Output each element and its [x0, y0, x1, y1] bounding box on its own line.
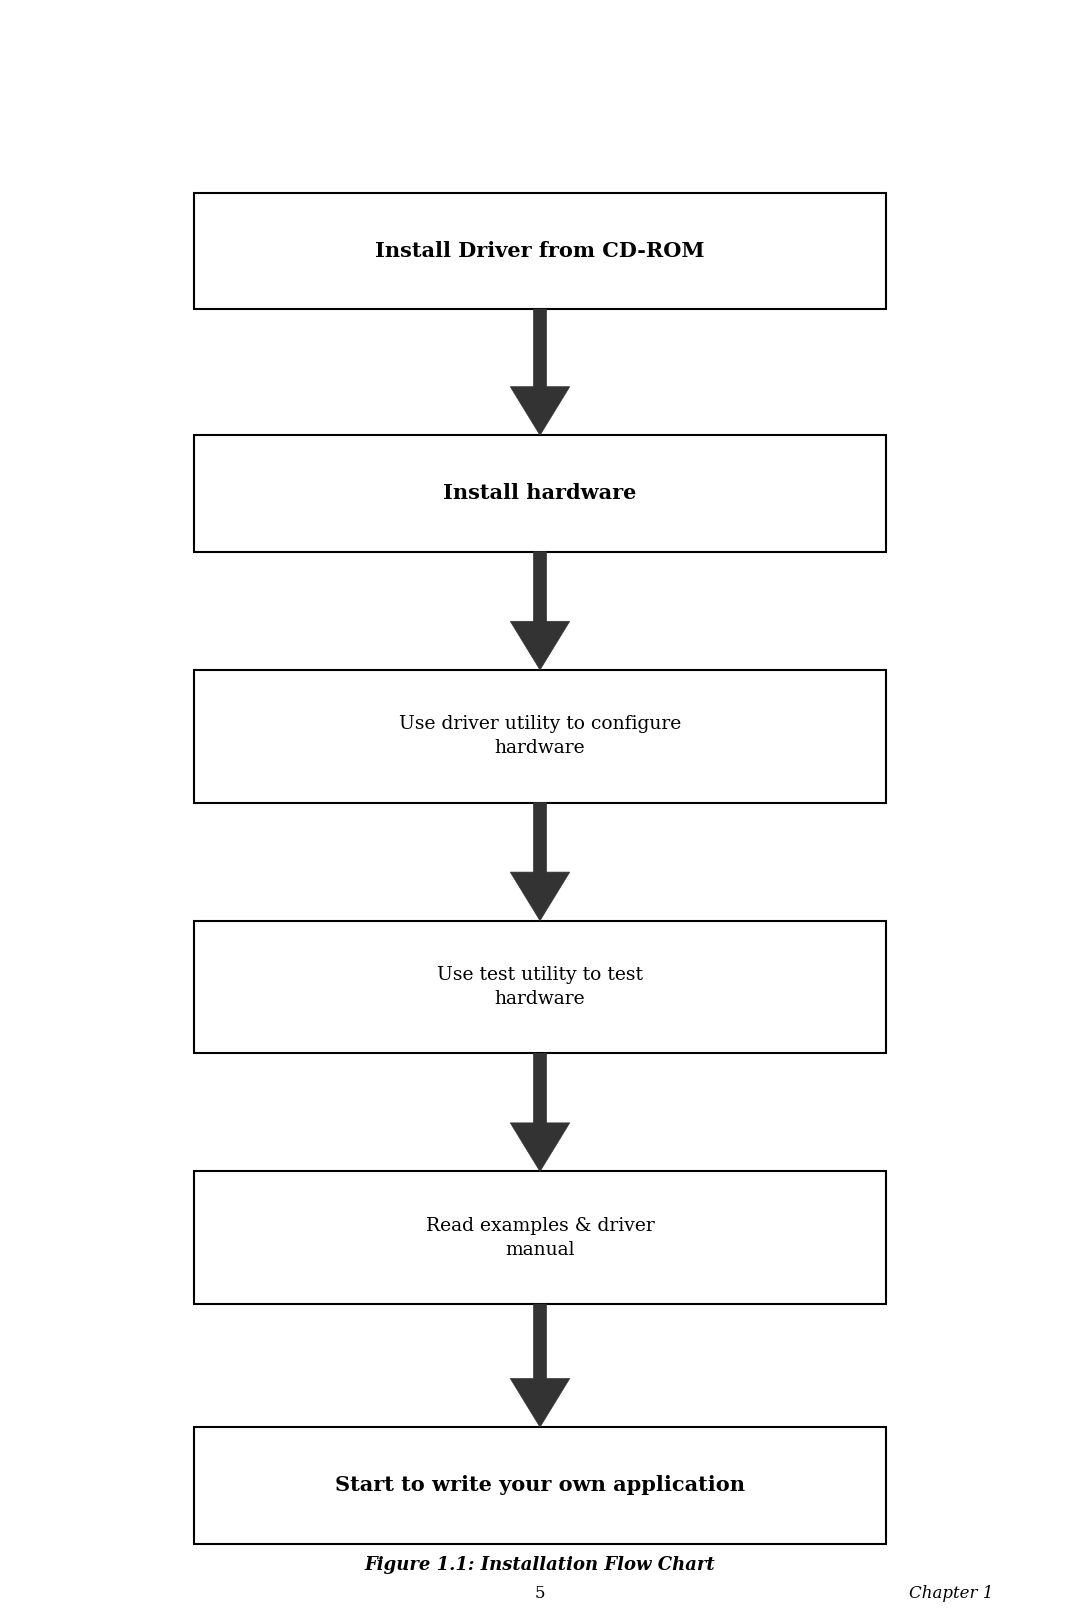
Polygon shape	[510, 803, 570, 921]
Bar	[194, 193, 886, 309]
Text: Read examples & driver
manual: Read examples & driver manual	[426, 1217, 654, 1259]
Polygon shape	[510, 309, 570, 435]
Bar	[194, 435, 886, 552]
Text: Start to write your own application: Start to write your own application	[335, 1476, 745, 1495]
Bar	[194, 921, 886, 1053]
Bar	[194, 1427, 886, 1544]
Polygon shape	[510, 1304, 570, 1427]
Text: Install hardware: Install hardware	[443, 484, 637, 503]
Bar	[194, 670, 886, 803]
Text: Use test utility to test
hardware: Use test utility to test hardware	[437, 966, 643, 1008]
Text: Figure 1.1: Installation Flow Chart: Figure 1.1: Installation Flow Chart	[365, 1555, 715, 1574]
Text: Install Driver from CD-ROM: Install Driver from CD-ROM	[375, 241, 705, 260]
Text: Use driver utility to configure
hardware: Use driver utility to configure hardware	[399, 715, 681, 757]
Polygon shape	[510, 552, 570, 670]
Bar	[194, 1171, 886, 1304]
Text: Chapter 1: Chapter 1	[909, 1586, 994, 1602]
Text: 5: 5	[535, 1586, 545, 1602]
Polygon shape	[510, 1053, 570, 1171]
